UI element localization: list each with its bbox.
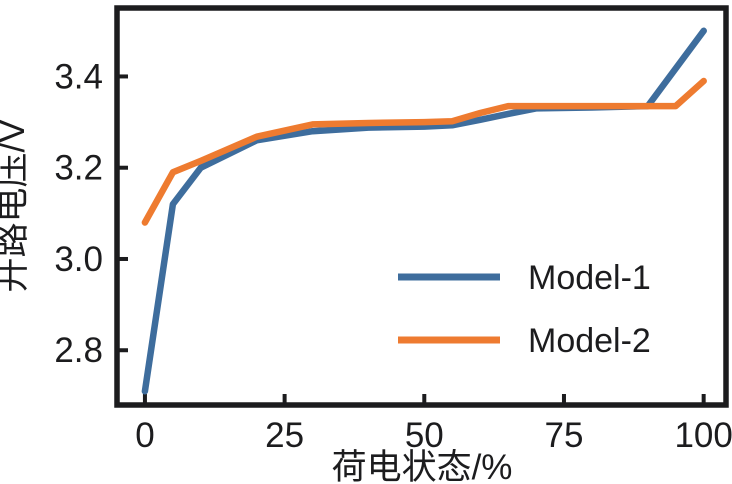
x-axis-ticks (142, 394, 706, 404)
y-tick-label: 3.2 (54, 149, 103, 188)
x-tick-label: 50 (405, 416, 444, 455)
legend-label-model-1: Model-1 (528, 259, 651, 297)
legend-entry-model-1: Model-1 (398, 259, 651, 297)
legend-entry-model-2: Model-2 (398, 322, 651, 360)
plot-frame (114, 5, 729, 408)
y-tick-label: 2.8 (54, 331, 103, 370)
x-tick-label: 75 (545, 416, 584, 455)
y-tick-label: 3.0 (54, 240, 103, 279)
x-tick-label: 25 (265, 416, 304, 455)
x-axis-tick-labels: 0 25 50 75 100 (135, 416, 732, 455)
x-tick-label: 100 (674, 416, 732, 455)
y-tick-label: 3.4 (54, 57, 103, 96)
y-axis-ticks (118, 74, 128, 353)
x-tick-label: 0 (135, 416, 154, 455)
legend: Model-1 Model-2 (398, 259, 651, 360)
y-axis-label: 开路电压/V (0, 119, 32, 293)
y-axis-tick-labels: 2.8 3.0 3.2 3.4 (54, 57, 103, 370)
plot-series (141, 27, 707, 395)
series-line-model-2 (141, 77, 707, 226)
legend-label-model-2: Model-2 (528, 322, 651, 360)
x-axis-label: 荷电状态/% (332, 448, 513, 484)
